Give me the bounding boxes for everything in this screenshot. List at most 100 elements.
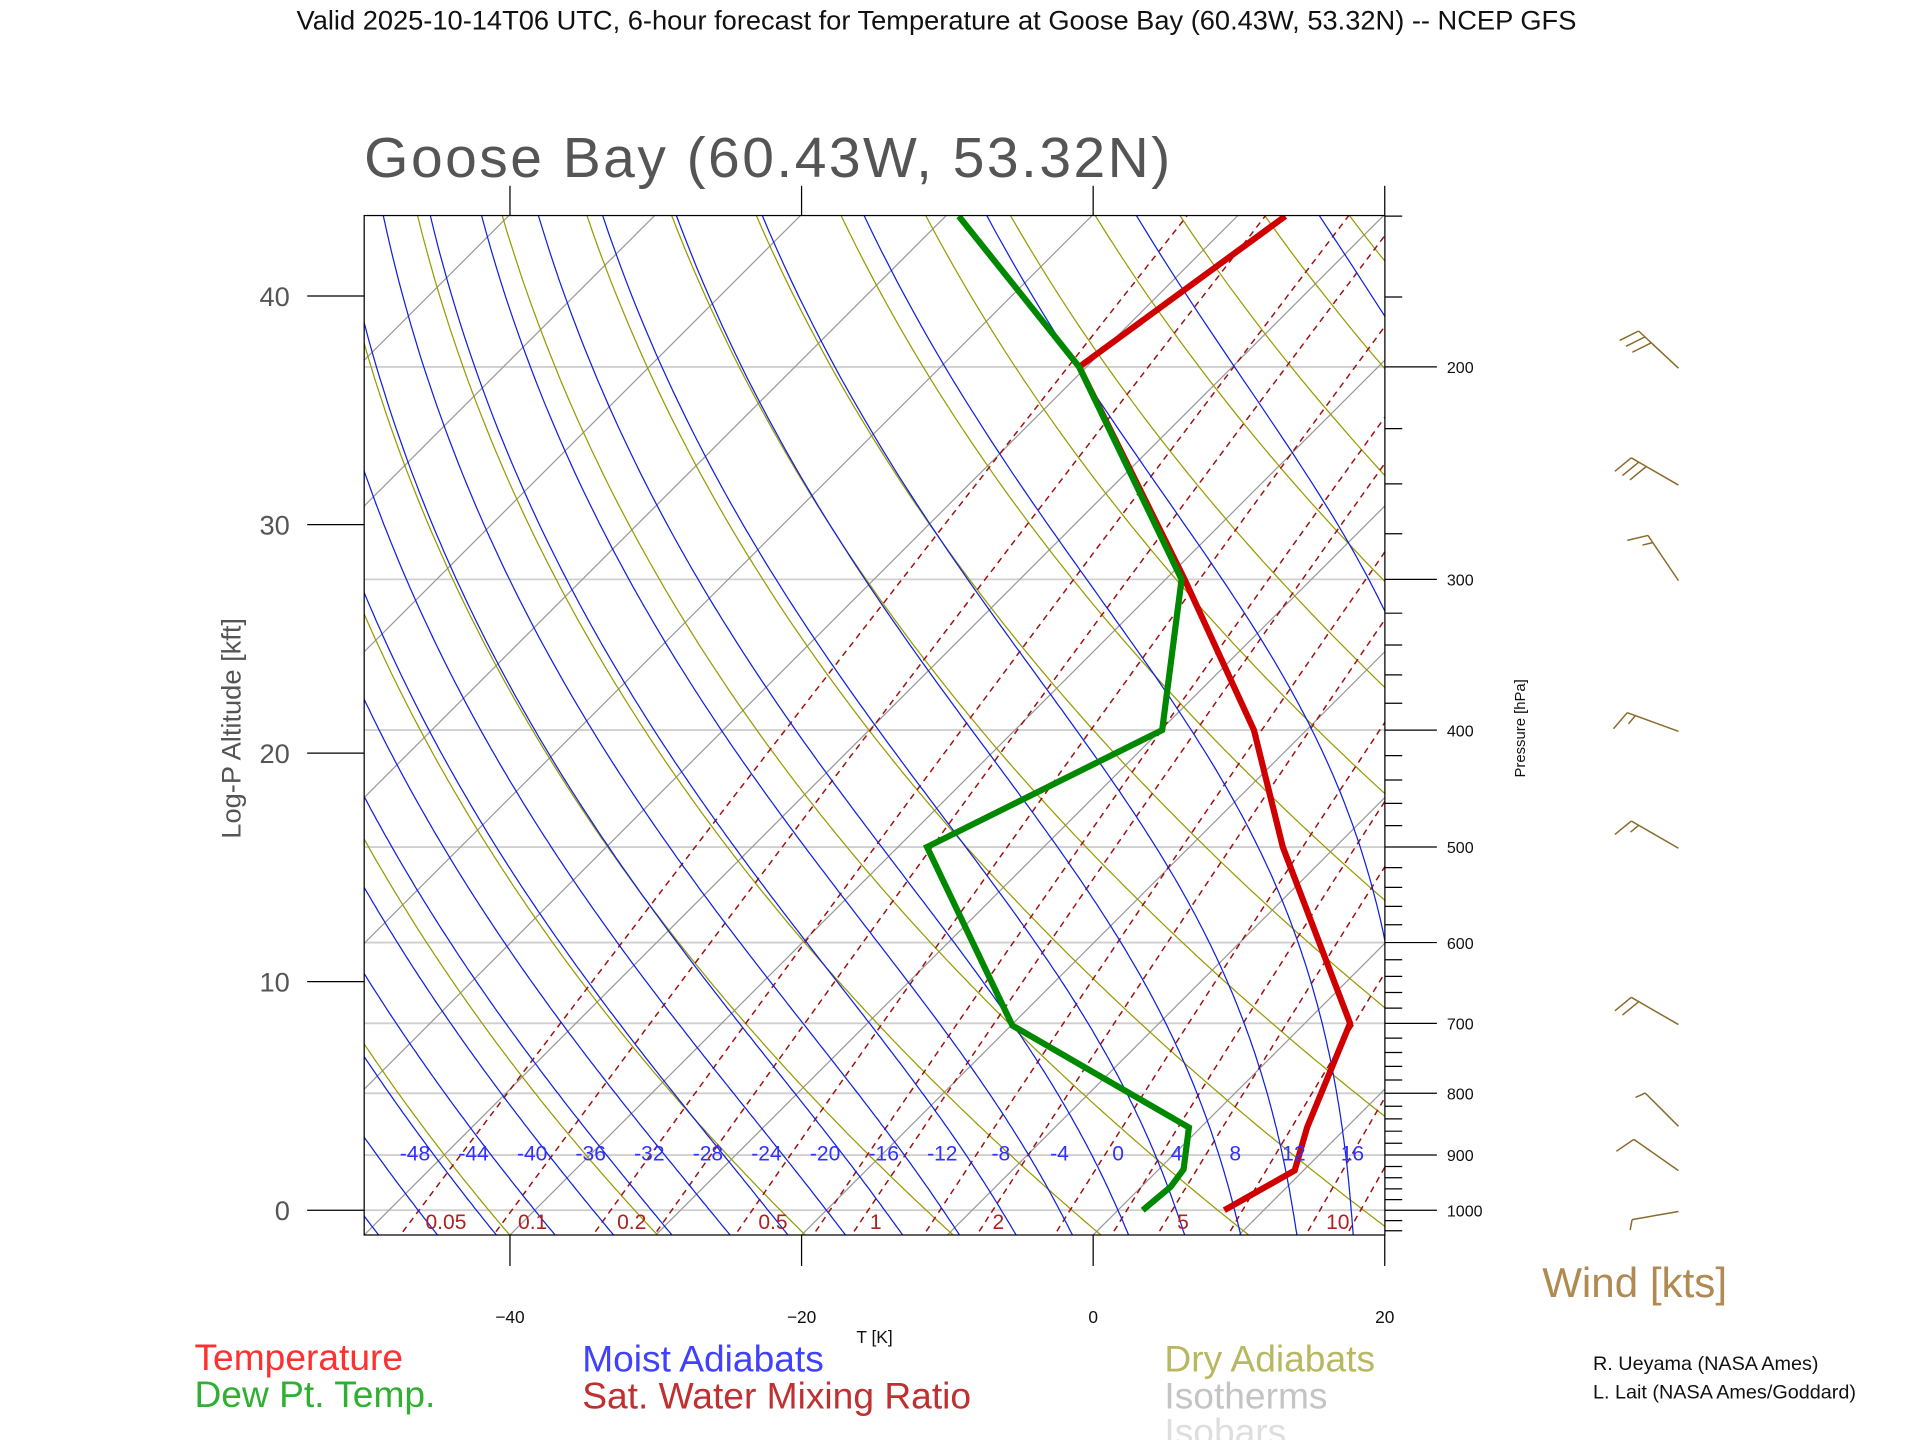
dry-adiabat-line	[755, 215, 1385, 1009]
credit-2: L. Lait (NASA Ames/Goddard)	[1593, 1382, 1856, 1404]
wind-barb-staff	[1644, 1092, 1679, 1127]
wind-barb	[1627, 534, 1680, 582]
dry-adiabat-line	[0, 180, 218, 1241]
pressure-tick-label: 600	[1447, 935, 1474, 953]
mixing-ratio-label: 0.2	[617, 1211, 646, 1234]
wind-barb	[1629, 1210, 1679, 1231]
altitude-tick-label: 10	[260, 967, 290, 998]
pressure-tick-label: 400	[1447, 722, 1474, 740]
dry-adiabat-line	[1179, 215, 1385, 477]
wind-barb-full	[1614, 820, 1632, 836]
wind-barb-half	[1635, 1092, 1646, 1099]
pressure-tick-label: 800	[1447, 1085, 1474, 1103]
mixing-ratio-label: 5	[1177, 1211, 1189, 1234]
wind-barb-half	[1630, 824, 1640, 833]
isotherm-line	[946, 796, 1385, 1235]
moist-adiabat-label: -40	[517, 1143, 547, 1166]
moist-adiabat-line	[429, 215, 1017, 1235]
moist-adiabat-line	[364, 795, 673, 1235]
mixing-ratio-line	[922, 550, 1385, 1235]
temp-tick-label: 0	[1088, 1307, 1098, 1327]
dry-adiabat-line	[0, 180, 366, 1241]
isotherm-line	[364, 215, 1385, 1235]
moist-adiabat-line	[863, 215, 1354, 1235]
moist-adiabat-line	[364, 469, 847, 1235]
dry-adiabat-line	[1406, 180, 1920, 1241]
isotherm-line	[364, 215, 948, 799]
isotherm-line	[1092, 942, 1385, 1235]
dry-adiabat-line	[840, 215, 1385, 902]
altitude-tick-label: 0	[275, 1195, 290, 1226]
dry-adiabat-line	[364, 1042, 511, 1235]
dry-adiabat-line	[364, 837, 659, 1235]
moist-adiabat-label: -44	[458, 1143, 489, 1166]
dry-adiabat-line	[1655, 180, 1920, 1241]
moist-adiabat-label: -12	[927, 1143, 957, 1166]
moist-adiabat-line	[364, 1215, 380, 1235]
moist-adiabat-label: -36	[576, 1143, 606, 1166]
mixing-ratio-line	[812, 416, 1385, 1235]
altitude-tick-label: 40	[260, 281, 290, 312]
wind-barb-full	[1631, 342, 1652, 353]
wind-barb-staff	[1630, 996, 1679, 1026]
y-axis-label: Log-P Altitude [kft]	[215, 618, 246, 839]
legend-moist-adiabats: Moist Adiabats	[582, 1337, 824, 1379]
wind-barb-full	[1627, 534, 1649, 542]
wind-barb-staff	[1638, 330, 1679, 369]
moist-adiabat-line	[537, 215, 1130, 1235]
moist-adiabat-line	[1512, 180, 1647, 1241]
moist-adiabat-line	[364, 1055, 498, 1235]
mixing-ratio-label: 2	[993, 1211, 1005, 1234]
wind-barb-staff	[1630, 457, 1679, 486]
dry-adiabat-line	[364, 341, 955, 1235]
temp-tick-label: 20	[1375, 1307, 1394, 1327]
moist-adiabat-label: 4	[1171, 1143, 1183, 1166]
isotherm-line	[1238, 1088, 1385, 1235]
wind-barb	[1614, 820, 1679, 849]
pressure-tick-label: 700	[1447, 1016, 1474, 1034]
moist-adiabat-label: 12	[1282, 1143, 1305, 1166]
wind-label: Wind [kts]	[1542, 1259, 1727, 1306]
wind-barb-full	[1629, 465, 1647, 481]
mixing-ratio-line	[1395, 180, 1920, 1241]
dry-adiabat-line	[1572, 180, 1920, 1241]
moist-adiabat-line	[364, 972, 556, 1235]
moist-adiabat-label: -16	[868, 1143, 898, 1166]
background-lines	[0, 180, 1920, 1241]
moist-adiabat-label: 16	[1341, 1143, 1364, 1166]
mixing-ratio-line	[1110, 799, 1385, 1235]
isotherm-line	[364, 215, 510, 362]
wind-barb-half	[1627, 715, 1636, 725]
wind-barb	[1614, 996, 1679, 1026]
pressure-tick-label: 200	[1447, 359, 1474, 377]
isotherm-line	[364, 215, 656, 507]
pressure-tick-label: 1000	[1447, 1202, 1483, 1220]
moist-adiabat-line	[675, 215, 1242, 1235]
mixing-ratio-line	[734, 325, 1385, 1235]
pressure-axis-label: Pressure [hPa]	[1513, 679, 1529, 777]
moist-adiabat-line	[1135, 215, 1385, 613]
wind-barb-staff	[1631, 1210, 1679, 1221]
isotherm-line	[0, 180, 399, 1241]
moist-adiabat-line	[364, 886, 615, 1235]
wind-barb	[1614, 457, 1679, 486]
moist-adiabat-line	[364, 697, 731, 1235]
mixing-ratio-line	[1156, 865, 1385, 1235]
moist-adiabat-label: -24	[751, 1143, 782, 1166]
isotherm-line	[0, 180, 107, 1241]
wind-barb-full	[1614, 457, 1632, 472]
isotherm-line	[364, 215, 1239, 1091]
mixing-ratio-line	[1516, 180, 1920, 1241]
mixing-ratio-line	[1345, 1165, 1385, 1235]
moist-adiabat-label: 8	[1229, 1143, 1241, 1166]
pressure-tick-label: 900	[1447, 1147, 1474, 1165]
mixing-ratio-label: 0.1	[518, 1211, 547, 1234]
mixing-ratio-line	[1304, 1096, 1385, 1235]
wind-barb-full	[1621, 1001, 1640, 1016]
pressure-tick-label: 500	[1447, 839, 1474, 857]
wind-barb	[1615, 1138, 1679, 1172]
mixing-ratio-label: 0.05	[425, 1211, 466, 1234]
wind-barb-half	[1642, 541, 1653, 546]
plot-frame	[363, 214, 1386, 1236]
dry-adiabat-line	[416, 215, 1102, 1235]
